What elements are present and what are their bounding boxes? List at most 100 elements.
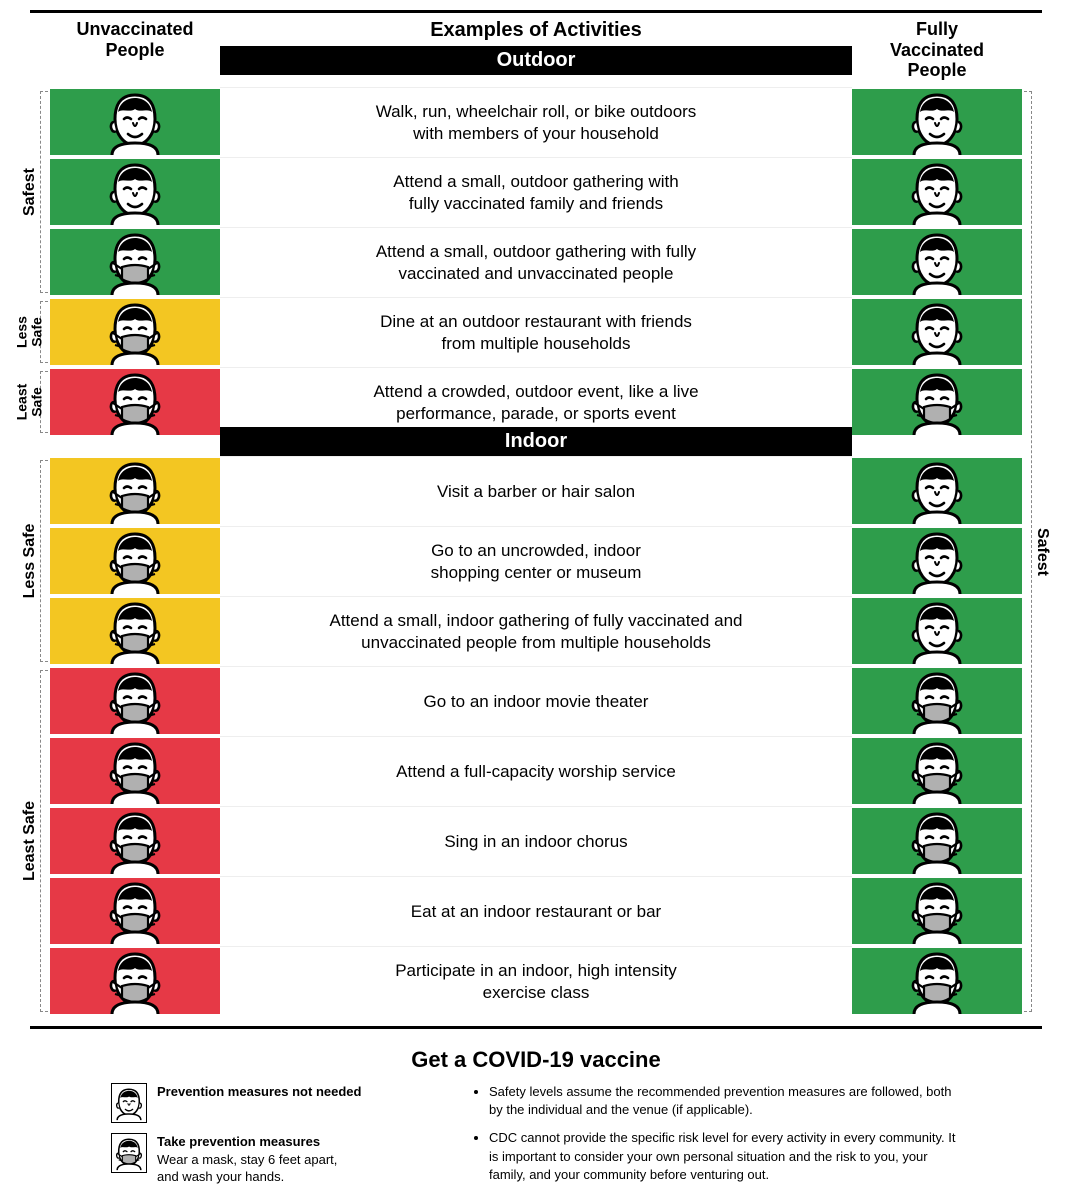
gap	[50, 437, 220, 449]
gap	[10, 437, 50, 449]
header-unvaccinated: UnvaccinatedPeople	[50, 13, 220, 87]
risk-cell	[50, 227, 220, 297]
face-mask-icon	[904, 878, 970, 944]
face-mask-icon	[102, 668, 168, 734]
label-safest: Safest	[21, 168, 39, 216]
footer-note: CDC cannot provide the specific risk lev…	[489, 1129, 961, 1184]
bottom-rule	[30, 1026, 1042, 1029]
risk-cell	[852, 456, 1022, 526]
header-spacer-left	[10, 13, 50, 87]
risk-cell	[50, 526, 220, 596]
risk-cell	[852, 596, 1022, 666]
face-mask-icon	[102, 738, 168, 804]
face-mask-icon	[904, 948, 970, 1014]
risk-cell	[852, 806, 1022, 876]
activity-text: Walk, run, wheelchair roll, or bike outd…	[220, 87, 852, 157]
risk-cell	[852, 876, 1022, 946]
activity-text: Eat at an indoor restaurant or bar	[220, 876, 852, 946]
legend-icon-mask	[111, 1133, 147, 1173]
risk-cell	[50, 87, 220, 157]
face-mask-icon	[904, 369, 970, 435]
activity-text: Dine at an outdoor restaurant with frien…	[220, 297, 852, 367]
risk-cell	[852, 666, 1022, 736]
risk-cell	[50, 297, 220, 367]
label-less-safe: LessSafe	[15, 316, 46, 348]
face-mask-icon	[102, 598, 168, 664]
risk-cell	[50, 666, 220, 736]
face-mask-icon	[102, 229, 168, 295]
activity-text: Go to an uncrowded, indoorshopping cente…	[220, 526, 852, 596]
face-mask-icon	[904, 668, 970, 734]
face-nomask-icon	[904, 89, 970, 155]
header-activities: Examples of Activities	[220, 13, 852, 46]
risk-cell	[50, 596, 220, 666]
footer-title: Get a COVID-19 vaccine	[111, 1047, 961, 1073]
risk-cell	[852, 297, 1022, 367]
face-nomask-icon	[102, 159, 168, 225]
footer-columns: Prevention measures not needed Take prev…	[111, 1083, 961, 1194]
activity-text: Attend a full-capacity worship service	[220, 736, 852, 806]
face-nomask-icon	[904, 458, 970, 524]
face-nomask-icon	[904, 528, 970, 594]
side-label-less-safe-indoor: Less Safe	[10, 456, 50, 666]
activity-text: Sing in an indoor chorus	[220, 806, 852, 876]
label-least-safe: LeastSafe	[15, 384, 46, 421]
side-label-least-safe-outdoor: LeastSafe	[10, 367, 50, 437]
header-spacer-right	[1022, 13, 1062, 87]
activity-text: Attend a small, outdoor gathering withfu…	[220, 157, 852, 227]
face-mask-icon	[102, 299, 168, 365]
legend-text-nomask: Prevention measures not needed	[157, 1083, 361, 1101]
face-mask-icon	[904, 738, 970, 804]
face-nomask-icon	[904, 598, 970, 664]
face-mask-icon	[102, 369, 168, 435]
section-indoor: Indoor	[220, 427, 852, 456]
legend-text-mask: Take prevention measures Wear a mask, st…	[157, 1133, 337, 1186]
face-mask-icon	[112, 1135, 146, 1171]
risk-cell	[852, 367, 1022, 437]
safety-chart: UnvaccinatedPeople Examples of Activitie…	[10, 10, 1062, 1194]
activity-text: Attend a small, indoor gathering of full…	[220, 596, 852, 666]
risk-cell	[852, 227, 1022, 297]
label-safest: Safest	[1033, 528, 1051, 576]
legend-row-mask: Take prevention measures Wear a mask, st…	[111, 1133, 441, 1186]
risk-cell	[50, 367, 220, 437]
section-outdoor: Outdoor	[220, 46, 852, 75]
side-label-least-safe-indoor: Least Safe	[10, 666, 50, 1016]
risk-cell	[50, 946, 220, 1016]
risk-cell	[852, 87, 1022, 157]
face-mask-icon	[102, 528, 168, 594]
face-mask-icon	[102, 878, 168, 944]
legend-row-nomask: Prevention measures not needed	[111, 1083, 441, 1123]
risk-cell	[50, 876, 220, 946]
face-nomask-icon	[904, 299, 970, 365]
footer-note: Safety levels assume the recommended pre…	[489, 1083, 961, 1119]
risk-cell	[50, 456, 220, 526]
activity-text: Go to an indoor movie theater	[220, 666, 852, 736]
face-mask-icon	[102, 458, 168, 524]
risk-cell	[50, 736, 220, 806]
risk-cell	[852, 157, 1022, 227]
side-label-safest-right: Safest	[1022, 87, 1062, 1016]
face-nomask-icon	[102, 89, 168, 155]
label-less-safe: Less Safe	[21, 524, 39, 599]
legend: Prevention measures not needed Take prev…	[111, 1083, 441, 1194]
footer: Get a COVID-19 vaccine Prevention measur…	[111, 1047, 961, 1194]
side-label-less-safe-outdoor: LessSafe	[10, 297, 50, 367]
risk-cell	[852, 736, 1022, 806]
activity-text: Attend a small, outdoor gathering with f…	[220, 227, 852, 297]
section-indoor-wrap: Indoor	[220, 437, 852, 456]
risk-cell	[852, 526, 1022, 596]
footer-notes: Safety levels assume the recommended pre…	[471, 1083, 961, 1194]
header-center-wrap: Examples of Activities Outdoor	[220, 13, 852, 87]
face-nomask-icon	[904, 229, 970, 295]
gap	[852, 437, 1022, 449]
chart-grid: UnvaccinatedPeople Examples of Activitie…	[10, 13, 1062, 1016]
risk-cell	[50, 157, 220, 227]
face-mask-icon	[102, 808, 168, 874]
label-least-safe: Least Safe	[21, 801, 39, 881]
risk-cell	[50, 806, 220, 876]
face-nomask-icon	[112, 1085, 146, 1121]
activity-text: Visit a barber or hair salon	[220, 456, 852, 526]
face-mask-icon	[102, 948, 168, 1014]
side-label-safest-outdoor: Safest	[10, 87, 50, 297]
